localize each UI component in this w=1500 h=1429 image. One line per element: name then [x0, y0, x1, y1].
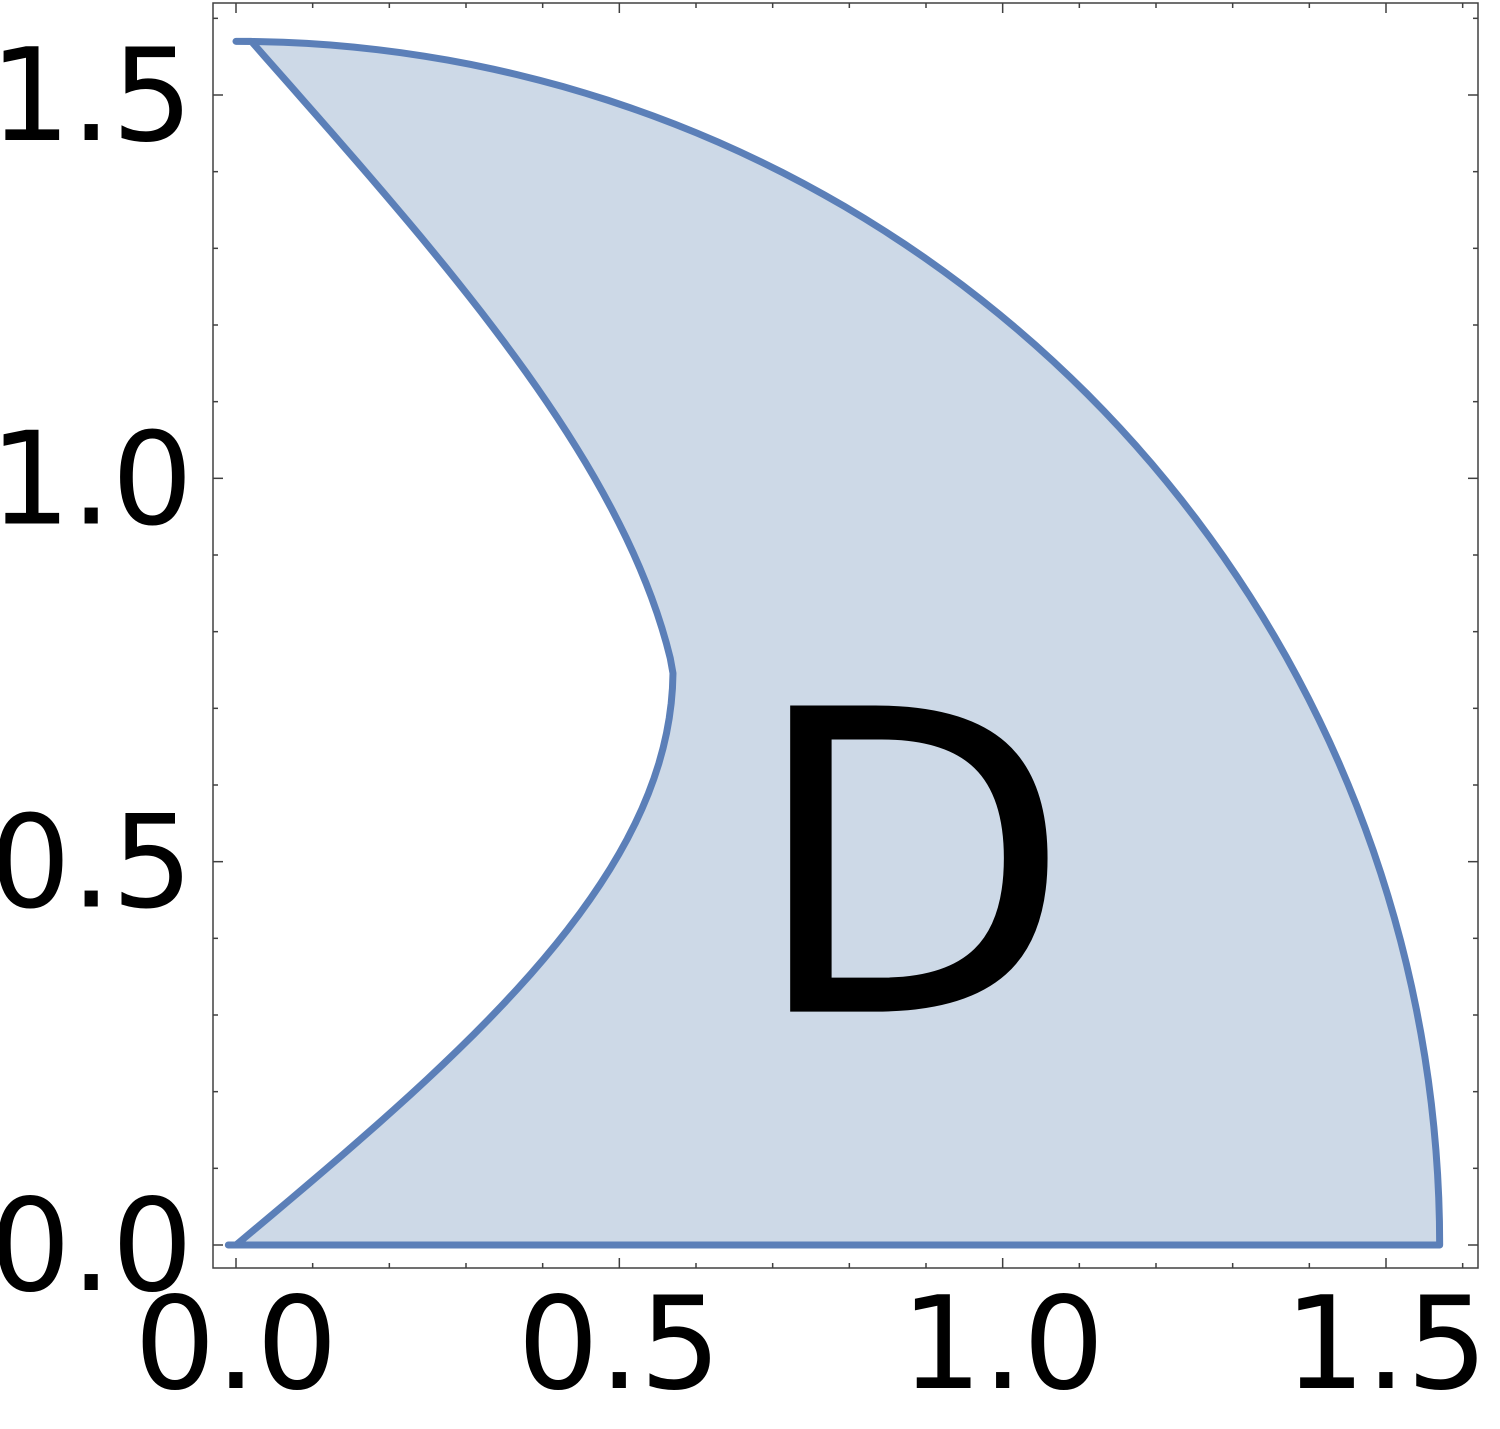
ticks-layer: 0.0 0.5 1.0 1.5 0.0 0.5 1.0 1.5: [0, 3, 1488, 1419]
plot-frame: [212, 2, 1479, 1269]
x-tick-label: 1.0: [901, 1270, 1105, 1419]
region-label: D: [749, 623, 1072, 1112]
y-tick-label: 0.0: [0, 1172, 193, 1321]
y-tick-label: 1.5: [0, 22, 193, 171]
region-layer: [224, 37, 1444, 1249]
x-tick-label: 0.0: [134, 1270, 338, 1419]
y-tick-label: 1.0: [0, 405, 193, 554]
x-tick-label: 0.5: [518, 1270, 722, 1419]
x-tick-label: 1.5: [1284, 1270, 1488, 1419]
y-tick-label: 0.5: [0, 789, 193, 938]
region-d-area: [224, 37, 1444, 1249]
